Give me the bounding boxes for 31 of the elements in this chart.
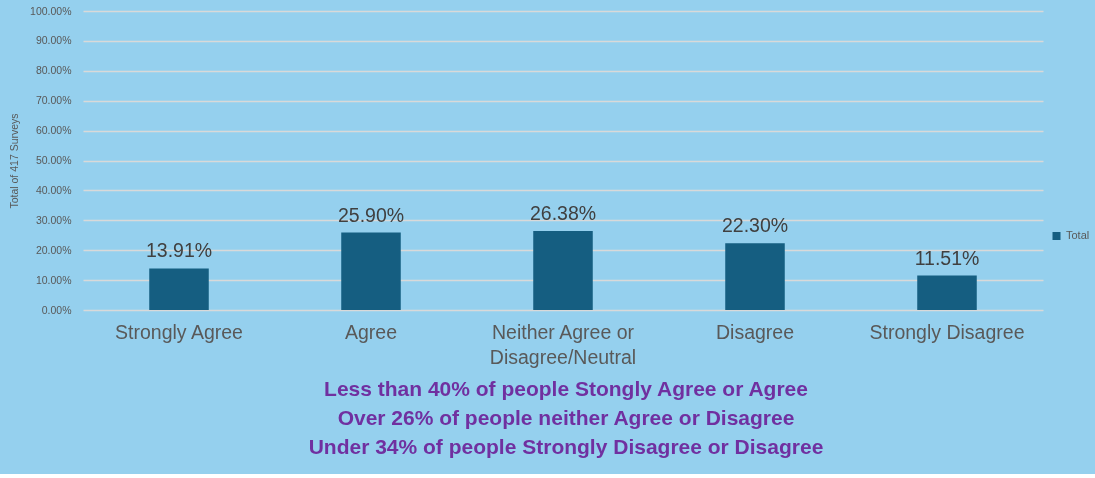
y-tick-label: 0.00%	[41, 303, 72, 316]
y-tick-label: 20.00%	[35, 243, 72, 256]
data-label: 25.90%	[337, 203, 405, 226]
bar	[149, 268, 209, 310]
y-tick-label: 10.00%	[35, 273, 72, 286]
x-tick-label: Agree	[344, 320, 398, 343]
data-label: 13.91%	[145, 239, 213, 262]
y-tick-label: 60.00%	[35, 124, 72, 137]
y-tick-label: 50.00%	[35, 154, 72, 166]
x-tick-label: Strongly Agree	[115, 320, 243, 343]
x-tick-label: Neither Agree or Disagree/Neutral	[489, 320, 637, 368]
bar	[725, 243, 785, 310]
x-tick-label: Strongly Disagree	[869, 320, 1025, 343]
x-tick-label: Disagree	[715, 320, 795, 343]
y-tick-label: 40.00%	[35, 183, 72, 196]
y-tick-label: 70.00%	[35, 94, 72, 107]
bar	[533, 231, 593, 310]
bar	[341, 232, 401, 310]
text: Less than 40% of people Stongly Agree or Agree	[324, 377, 808, 400]
legend-label: Total	[1066, 229, 1090, 241]
text: Over 26% of people neither Agree or Disagree	[337, 406, 795, 429]
bar	[917, 275, 977, 310]
y-tick-label: 100.00%	[30, 4, 72, 17]
y-tick-label: 80.00%	[35, 64, 72, 77]
data-label: 11.51%	[914, 246, 980, 269]
y-axis-title: Total of 417 Surveys	[8, 113, 21, 209]
text: Under 34% of people Strongly Disagree or Disagree	[308, 435, 824, 458]
y-tick-label: 30.00%	[35, 213, 72, 226]
y-tick-label: 90.00%	[35, 34, 72, 47]
data-label: 26.38%	[529, 202, 597, 225]
data-label: 22.30%	[721, 214, 789, 237]
